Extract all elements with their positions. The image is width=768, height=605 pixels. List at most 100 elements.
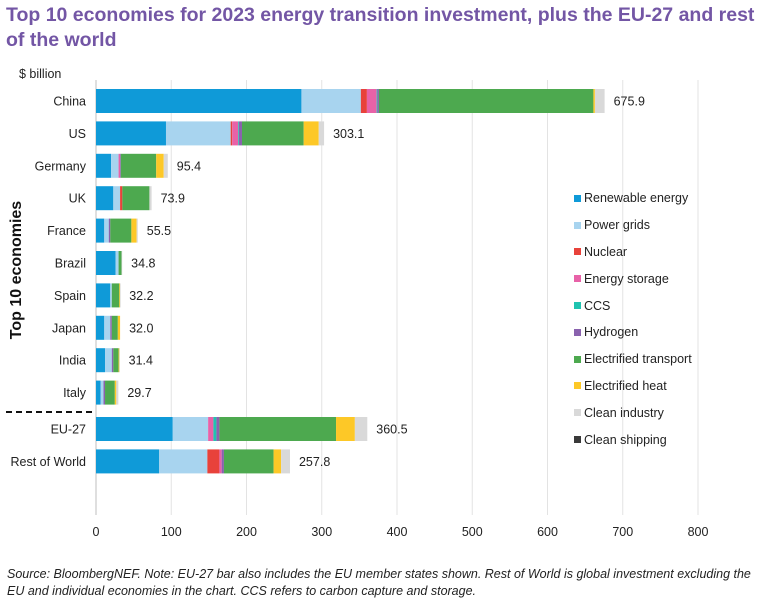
category-label: France: [47, 224, 86, 238]
bar-segment: [136, 218, 138, 243]
legend-item: Nuclear: [574, 239, 692, 266]
bar-segment: [100, 380, 104, 405]
total-label: 34.8: [131, 257, 155, 271]
bar-segment: [105, 348, 112, 373]
bar-segment: [111, 153, 119, 178]
x-tick-label: 400: [387, 525, 408, 539]
bar-segment: [118, 153, 121, 178]
category-label: India: [59, 354, 86, 368]
legend-label: Electrified transport: [584, 352, 692, 367]
bar-segment: [159, 449, 208, 474]
bar-segment: [96, 283, 111, 308]
bar-segment: [208, 417, 214, 441]
category-label: Rest of World: [11, 455, 87, 469]
bar-segment: [105, 380, 115, 405]
total-label: 55.5: [147, 224, 171, 238]
bar-segment: [336, 417, 355, 441]
legend-item: Hydrogen: [574, 319, 692, 346]
bar-segment: [172, 417, 209, 441]
bar-segment: [366, 89, 377, 113]
bar-segment: [110, 218, 132, 243]
bar-segment: [116, 380, 119, 405]
bar-segment: [96, 251, 116, 275]
bar-segment: [103, 380, 106, 405]
bars: [96, 89, 605, 474]
bar-segment: [354, 417, 368, 441]
bar-segment: [219, 417, 337, 441]
bar-segment: [213, 417, 217, 441]
category-label: EU-27: [51, 423, 86, 437]
bar-segment: [273, 449, 282, 474]
category-label: Germany: [35, 159, 87, 173]
bar-segment: [120, 283, 121, 308]
bar-segment: [96, 315, 105, 340]
bar-segment: [114, 380, 117, 405]
category-label: Spain: [54, 289, 86, 303]
x-tick-label: 600: [537, 525, 558, 539]
bar-segment: [118, 251, 122, 275]
x-tick-label: 200: [236, 525, 257, 539]
bar-segment: [96, 153, 112, 178]
total-label: 29.7: [127, 386, 151, 400]
bar-segment: [111, 283, 120, 308]
bar-segment: [118, 348, 120, 373]
bar-segment: [281, 449, 290, 474]
bar-segment: [318, 121, 325, 146]
legend-swatch: [574, 328, 581, 336]
x-tick-label: 700: [612, 525, 633, 539]
legend-label: Electrified heat: [584, 378, 667, 393]
bar-segment: [360, 89, 367, 113]
x-tick-label: 500: [462, 525, 483, 539]
legend-item: Clean industry: [574, 399, 692, 426]
x-tick-label: 100: [161, 525, 182, 539]
bar-segment: [119, 283, 121, 308]
category-label: US: [69, 127, 86, 141]
bar-segment: [120, 186, 123, 211]
bar-segment: [378, 89, 594, 113]
bar-segment: [230, 121, 233, 146]
bar-segment: [113, 186, 121, 211]
bar-segment: [303, 121, 319, 146]
bar-segment: [131, 218, 137, 243]
bar-segment: [113, 348, 119, 373]
legend-label: Power grids: [584, 218, 650, 233]
legend-swatch: [574, 221, 581, 229]
bar-segment: [232, 121, 239, 146]
legend-swatch: [574, 248, 581, 256]
legend-item: Clean shipping: [574, 426, 692, 453]
bar-segment: [96, 348, 106, 373]
legend-swatch: [574, 194, 581, 202]
bar-segment: [111, 315, 118, 340]
category-label: Brazil: [55, 257, 86, 271]
legend-item: Energy storage: [574, 265, 692, 292]
legend-swatch: [574, 382, 581, 390]
legend-swatch: [574, 409, 581, 417]
bar-segment: [165, 121, 231, 146]
category-label: Japan: [52, 321, 86, 335]
bar-segment: [96, 417, 173, 441]
bar-segment: [301, 89, 361, 113]
footnote: Source: BloombergNEF. Note: EU-27 bar al…: [7, 567, 751, 598]
bar-segment: [120, 153, 157, 178]
total-label: 675.9: [614, 95, 645, 109]
bar-segment: [96, 218, 105, 243]
bar-segment: [104, 315, 111, 340]
bar-segment: [122, 186, 150, 211]
bar-segment: [156, 153, 164, 178]
bar-segment: [241, 121, 304, 146]
bar-segment: [223, 449, 274, 474]
category-label: Italy: [63, 386, 87, 400]
total-label: 32.0: [129, 321, 153, 335]
legend-swatch: [574, 275, 581, 283]
bar-segment: [117, 315, 121, 340]
bar-segment: [238, 121, 242, 146]
legend-item: Renewable energy: [574, 185, 692, 212]
legend-swatch: [574, 436, 581, 444]
bar-segment: [593, 89, 595, 113]
legend-label: Hydrogen: [584, 325, 639, 340]
legend-label: Nuclear: [584, 244, 628, 259]
total-label: 32.2: [129, 289, 153, 303]
total-label: 31.4: [129, 354, 153, 368]
bar-segment: [207, 449, 220, 474]
total-label: 257.8: [299, 455, 330, 469]
